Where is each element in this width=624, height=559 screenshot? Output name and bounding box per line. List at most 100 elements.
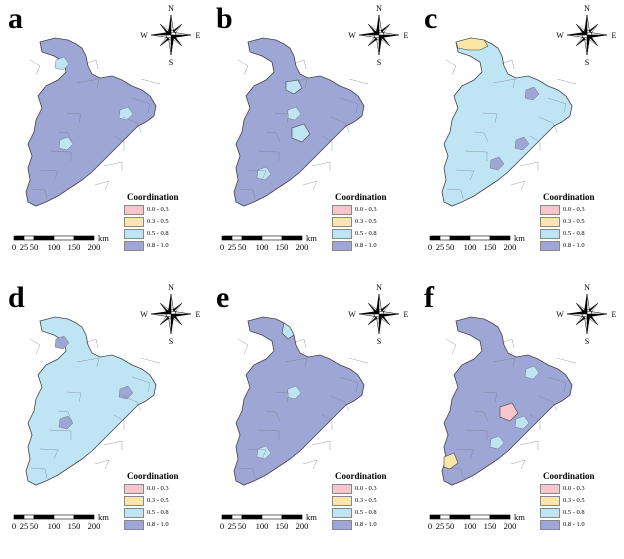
scale-tick-label: 100: [464, 521, 477, 531]
compass-label-west: W: [556, 310, 564, 319]
district-boundary: [445, 338, 457, 355]
district-boundary: [464, 429, 488, 440]
district-boundary: [482, 112, 498, 124]
scale-tick-label: 25: [436, 521, 445, 531]
legend-swatch: [332, 204, 352, 215]
legend: Coordination 0.0 - 0.3 0.3 - 0.5 0.5 - 0.8 0…: [124, 192, 208, 252]
compass-label-east: E: [196, 31, 201, 40]
district-boundary: [547, 97, 567, 114]
district-boundary: [284, 357, 308, 368]
scale-segment: [73, 235, 95, 241]
district-boundary: [311, 440, 331, 450]
legend-item: 0.0 - 0.3: [540, 204, 624, 215]
district-boundary: [29, 59, 41, 76]
scale-segment: [489, 235, 511, 241]
legend: Coordination 0.0 - 0.3 0.3 - 0.5 0.5 - 0.8 0…: [124, 471, 208, 531]
compass-rose-icon: N S E W: [556, 283, 616, 345]
legend-swatch: [332, 495, 352, 506]
choropleth-map: [25, 37, 160, 207]
highlight-region-north-center: [285, 79, 303, 95]
legend-item: 0.8 - 1.0: [332, 240, 416, 251]
legend-item: 0.0 - 0.3: [332, 483, 416, 494]
district-boundary: [48, 429, 72, 440]
legend-title: Coordination: [335, 471, 387, 481]
district-boundary: [538, 395, 558, 412]
legend: Coordination 0.0 - 0.3 0.3 - 0.5 0.5 - 0.8 0…: [540, 471, 624, 531]
district-boundary: [348, 357, 368, 364]
scale-segment: [13, 514, 25, 520]
legend: Coordination 0.0 - 0.3 0.3 - 0.5 0.5 - 0.8 0…: [332, 471, 416, 531]
legend-item: 0.3 - 0.5: [332, 216, 416, 227]
map-district: [489, 156, 505, 171]
map-region-base: [25, 37, 157, 207]
scale-tick-label: 200: [88, 242, 101, 252]
district-boundary: [293, 338, 307, 349]
district-boundary: [76, 78, 100, 89]
scale-segment: [449, 514, 471, 520]
district-boundary: [85, 59, 99, 70]
district-boundary: [464, 150, 488, 161]
choropleth-map: [441, 316, 576, 486]
legend: Coordination 0.0 - 0.3 0.3 - 0.5 0.5 - 0.8 0…: [332, 192, 416, 252]
district-boundary: [556, 78, 576, 85]
map-district: [286, 106, 302, 121]
legend-label: 0.3 - 0.5: [563, 497, 585, 504]
district-boundary: [66, 112, 82, 124]
map-district: [58, 136, 74, 151]
legend-item: 0.8 - 1.0: [124, 519, 208, 530]
legend-swatch: [124, 204, 144, 215]
legend-swatch: [332, 240, 352, 251]
scale-segment: [241, 514, 263, 520]
map-district: [54, 56, 70, 71]
legend-label: 0.0 - 0.3: [563, 485, 585, 492]
scale-tick-label: 50: [446, 521, 455, 531]
legend-swatch: [124, 495, 144, 506]
district-boundary: [237, 338, 249, 355]
scale-tick-label: 200: [296, 242, 309, 252]
compass-label-west: W: [140, 310, 148, 319]
scale-unit: km: [98, 512, 109, 522]
legend-item: 0.3 - 0.5: [332, 495, 416, 506]
compass-label-north: N: [168, 283, 174, 292]
legend-label: 0.8 - 1.0: [147, 242, 169, 249]
legend-label: 0.3 - 0.5: [355, 497, 377, 504]
scale-tick-label: 150: [484, 242, 497, 252]
district-boundary: [122, 395, 142, 412]
legend-item: 0.5 - 0.8: [124, 228, 208, 239]
map-region-base: [233, 37, 365, 207]
scale-tick-label: 25: [228, 242, 237, 252]
district-boundary: [519, 440, 539, 450]
scale-tick-label: 100: [48, 242, 61, 252]
scale-tick-label: 0: [428, 521, 432, 531]
compass-label-south: S: [377, 337, 381, 345]
compass-label-west: W: [348, 31, 356, 40]
district-boundary: [529, 135, 541, 151]
legend-label: 0.3 - 0.5: [147, 497, 169, 504]
district-boundary: [501, 338, 515, 349]
scale-tick-label: 100: [256, 521, 269, 531]
legend-item: 0.3 - 0.5: [540, 216, 624, 227]
scale-unit: km: [306, 512, 317, 522]
scale-tick-label: 50: [238, 242, 247, 252]
district-boundary: [237, 59, 249, 76]
map-district: [524, 365, 540, 380]
legend-label: 0.3 - 0.5: [563, 218, 585, 225]
scale-unit: km: [306, 233, 317, 243]
scale-tick-label: 150: [68, 242, 81, 252]
scale-segment: [33, 235, 55, 241]
district-boundary: [85, 338, 99, 349]
legend-title: Coordination: [127, 192, 179, 202]
legend-label: 0.0 - 0.3: [355, 485, 377, 492]
scale-segment: [13, 235, 25, 241]
scale-tick-label: 150: [276, 521, 289, 531]
district-boundary: [66, 391, 82, 403]
scale-tick-label: 100: [256, 242, 269, 252]
map-district: [58, 415, 74, 430]
scale-tick-label: 0: [428, 242, 432, 252]
legend-swatch: [540, 507, 560, 518]
district-boundary: [501, 59, 515, 70]
legend-label: 0.3 - 0.5: [355, 218, 377, 225]
district-boundary: [131, 97, 151, 114]
